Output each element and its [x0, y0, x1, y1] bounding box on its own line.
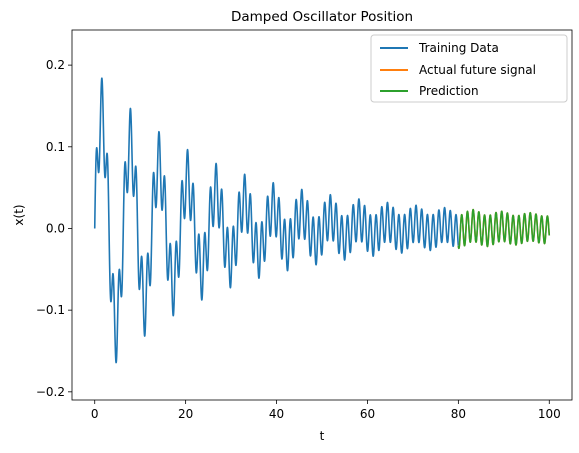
x-tick-label: 20 — [178, 407, 193, 421]
training-data-line — [93, 77, 460, 364]
legend-box — [370, 34, 568, 103]
plot-frame — [71, 29, 573, 401]
x-tick-label: 40 — [269, 407, 284, 421]
x-tick-label: 0 — [91, 407, 99, 421]
y-axis: −0.2 −0.1 0.0 0.1 0.2 — [36, 58, 72, 399]
y-tick-label: −0.1 — [36, 303, 65, 317]
legend-label-training: Training Data — [418, 41, 499, 55]
x-axis-label: t — [320, 429, 325, 443]
legend: Training Data Actual future signal Predi… — [370, 34, 568, 103]
y-tick-label: 0.2 — [46, 58, 65, 72]
y-axis-label: x(t) — [12, 204, 26, 225]
legend-label-actual: Actual future signal — [419, 63, 536, 77]
x-axis: 0 20 40 60 80 100 — [91, 400, 561, 421]
chart-title: Damped Oscillator Position — [231, 9, 413, 25]
y-tick-label: −0.2 — [36, 385, 65, 399]
prediction-line — [457, 208, 551, 250]
x-tick-label: 100 — [538, 407, 561, 421]
y-tick-label: 0.0 — [46, 221, 65, 235]
x-tick-label: 60 — [360, 407, 375, 421]
x-tick-label: 80 — [451, 407, 466, 421]
legend-label-prediction: Prediction — [419, 84, 479, 98]
y-tick-label: 0.1 — [46, 140, 65, 154]
